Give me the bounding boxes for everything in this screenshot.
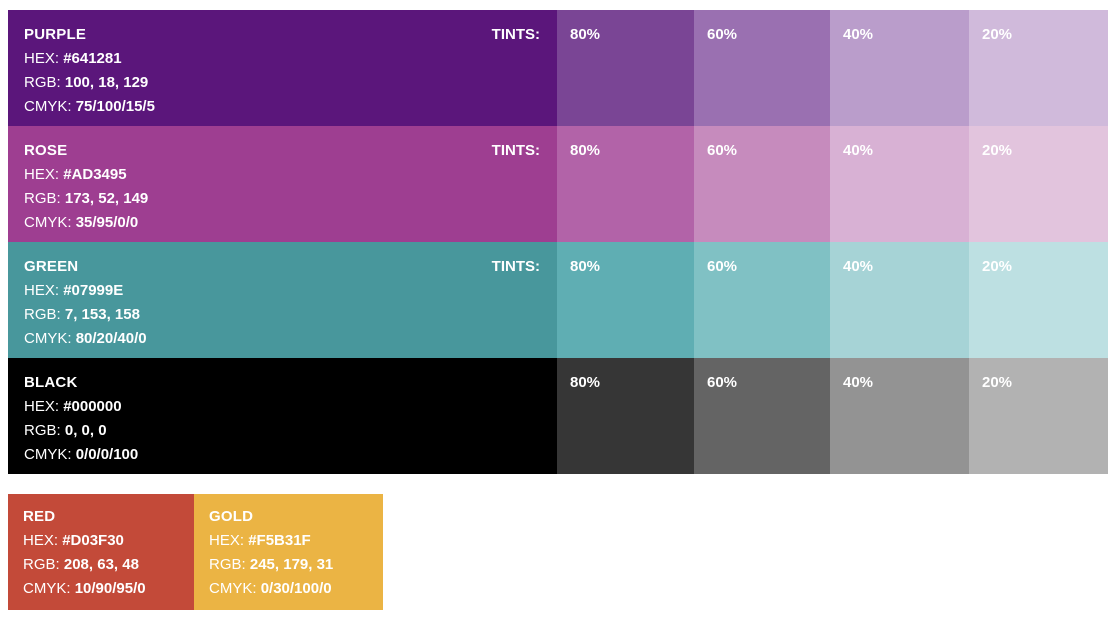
rgb-value: 7, 153, 158 bbox=[64, 306, 140, 323]
hex-line: HEX: #D03F30 bbox=[23, 532, 124, 549]
hex-line: HEX: #F5B31F bbox=[209, 532, 311, 549]
tints-label: TINTS: bbox=[491, 26, 540, 43]
tints-label: TINTS: bbox=[491, 258, 540, 275]
tints-label: TINTS: bbox=[491, 142, 540, 159]
hex-line: HEX: #641281 bbox=[24, 50, 122, 67]
rgb-line: RGB: 7, 153, 158 bbox=[24, 306, 140, 323]
hex-value: #F5B31F bbox=[248, 532, 311, 549]
palette-row-purple: PURPLE HEX: #641281 RGB: 100, 18, 129 CM… bbox=[8, 10, 1108, 126]
rgb-value: 208, 63, 48 bbox=[63, 556, 139, 573]
cmyk-value: 35/95/0/0 bbox=[75, 214, 139, 231]
cmyk-line: CMYK: 0/30/100/0 bbox=[209, 580, 332, 597]
rgb-value: 0, 0, 0 bbox=[64, 422, 107, 439]
color-palette: PURPLE HEX: #641281 RGB: 100, 18, 129 CM… bbox=[8, 10, 1108, 474]
swatch-gold: GOLD HEX: #F5B31F RGB: 245, 179, 31 CMYK… bbox=[194, 494, 383, 610]
palette-row-green: GREEN HEX: #07999E RGB: 7, 153, 158 CMYK… bbox=[8, 242, 1108, 358]
hex-value: #D03F30 bbox=[62, 532, 124, 549]
tint-60: 60% bbox=[694, 10, 830, 126]
rgb-line: RGB: 173, 52, 149 bbox=[24, 190, 149, 207]
hex-line: HEX: #000000 bbox=[24, 398, 122, 415]
swatch-green: GREEN HEX: #07999E RGB: 7, 153, 158 CMYK… bbox=[8, 242, 557, 358]
tint-20: 20% bbox=[969, 126, 1108, 242]
rgb-value: 100, 18, 129 bbox=[64, 74, 149, 91]
cmyk-value: 0/0/0/100 bbox=[75, 446, 139, 463]
swatch-red: RED HEX: #D03F30 RGB: 208, 63, 48 CMYK: … bbox=[8, 494, 194, 610]
tint-20: 20% bbox=[969, 242, 1108, 358]
tint-80: 80% bbox=[557, 358, 694, 474]
cmyk-value: 10/90/95/0 bbox=[74, 580, 146, 597]
swatch-name: PURPLE bbox=[24, 26, 87, 43]
tint-40: 40% bbox=[830, 126, 969, 242]
hex-line: HEX: #AD3495 bbox=[24, 166, 127, 183]
hex-value: #641281 bbox=[63, 50, 122, 67]
tint-60: 60% bbox=[694, 242, 830, 358]
tint-20: 20% bbox=[969, 358, 1108, 474]
swatch-name: GREEN bbox=[24, 258, 79, 275]
swatch-black: BLACK HEX: #000000 RGB: 0, 0, 0 CMYK: 0/… bbox=[8, 358, 557, 474]
swatch-name: RED bbox=[23, 508, 56, 525]
swatch-name: GOLD bbox=[209, 508, 254, 525]
cmyk-value: 75/100/15/5 bbox=[75, 98, 155, 115]
cmyk-line: CMYK: 0/0/0/100 bbox=[24, 446, 139, 463]
tint-80: 80% bbox=[557, 126, 694, 242]
rgb-line: RGB: 245, 179, 31 bbox=[209, 556, 334, 573]
cmyk-value: 80/20/40/0 bbox=[75, 330, 147, 347]
accent-colors: RED HEX: #D03F30 RGB: 208, 63, 48 CMYK: … bbox=[8, 494, 383, 610]
rgb-value: 245, 179, 31 bbox=[249, 556, 334, 573]
tint-40: 40% bbox=[830, 10, 969, 126]
hex-value: #000000 bbox=[63, 398, 122, 415]
swatch-name: BLACK bbox=[24, 374, 78, 391]
swatch-name: ROSE bbox=[24, 142, 68, 159]
cmyk-value: 0/30/100/0 bbox=[260, 580, 332, 597]
cmyk-line: CMYK: 80/20/40/0 bbox=[24, 330, 147, 347]
rgb-line: RGB: 0, 0, 0 bbox=[24, 422, 107, 439]
hex-line: HEX: #07999E bbox=[24, 282, 124, 299]
hex-value: #07999E bbox=[63, 282, 124, 299]
tint-60: 60% bbox=[694, 358, 830, 474]
rgb-value: 173, 52, 149 bbox=[64, 190, 149, 207]
palette-row-black: BLACK HEX: #000000 RGB: 0, 0, 0 CMYK: 0/… bbox=[8, 358, 1108, 474]
cmyk-line: CMYK: 35/95/0/0 bbox=[24, 214, 139, 231]
tint-80: 80% bbox=[557, 242, 694, 358]
tint-60: 60% bbox=[694, 126, 830, 242]
tint-40: 40% bbox=[830, 242, 969, 358]
rgb-line: RGB: 208, 63, 48 bbox=[23, 556, 139, 573]
tint-20: 20% bbox=[969, 10, 1108, 126]
rgb-line: RGB: 100, 18, 129 bbox=[24, 74, 149, 91]
cmyk-line: CMYK: 75/100/15/5 bbox=[24, 98, 155, 115]
swatch-rose: ROSE HEX: #AD3495 RGB: 173, 52, 149 CMYK… bbox=[8, 126, 557, 242]
swatch-purple: PURPLE HEX: #641281 RGB: 100, 18, 129 CM… bbox=[8, 10, 557, 126]
hex-value: #AD3495 bbox=[63, 166, 127, 183]
palette-row-rose: ROSE HEX: #AD3495 RGB: 173, 52, 149 CMYK… bbox=[8, 126, 1108, 242]
tint-40: 40% bbox=[830, 358, 969, 474]
cmyk-line: CMYK: 10/90/95/0 bbox=[23, 580, 146, 597]
tint-80: 80% bbox=[557, 10, 694, 126]
